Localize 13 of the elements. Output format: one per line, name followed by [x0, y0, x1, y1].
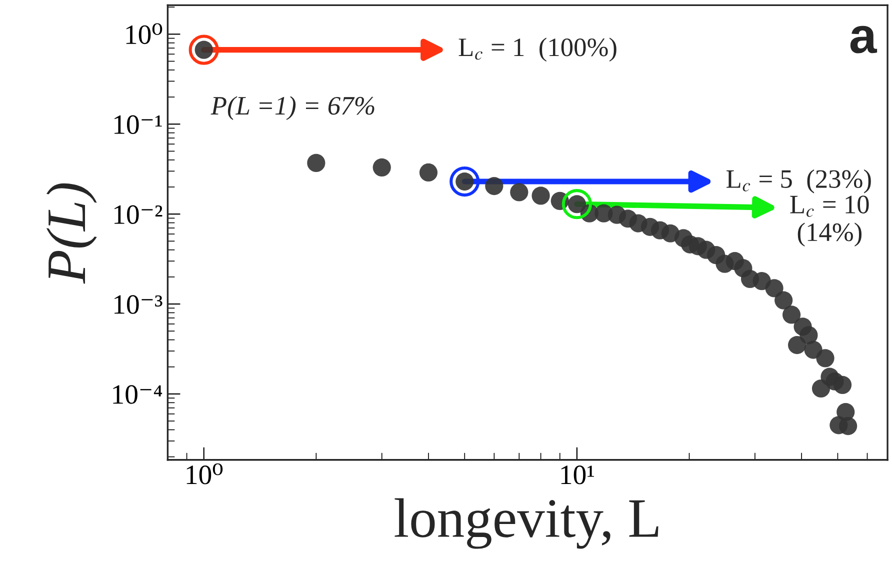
annotation: L$_{c}$ = 1 (100%): [458, 38, 616, 62]
annotation: a: [850, 26, 878, 54]
y-tick-label: 10⁻⁴: [113, 385, 162, 404]
annotation: P(L =1) = 67%: [210, 96, 374, 120]
annotation: L$_{c}$ = 10 (14%): [790, 196, 869, 247]
y-tick-label: 10⁻¹: [114, 115, 162, 134]
y-axis-title: P(L): [46, 183, 97, 284]
x-axis-title: longevity, L: [394, 498, 658, 549]
annotation: L$_{c}$ = 5 (23%): [726, 169, 871, 194]
y-tick-label: 10⁻³: [114, 295, 162, 314]
x-tick-label: 10¹: [561, 466, 594, 484]
y-tick-label: 10⁻²: [114, 205, 162, 224]
y-tick-label: 10⁰: [126, 23, 162, 44]
